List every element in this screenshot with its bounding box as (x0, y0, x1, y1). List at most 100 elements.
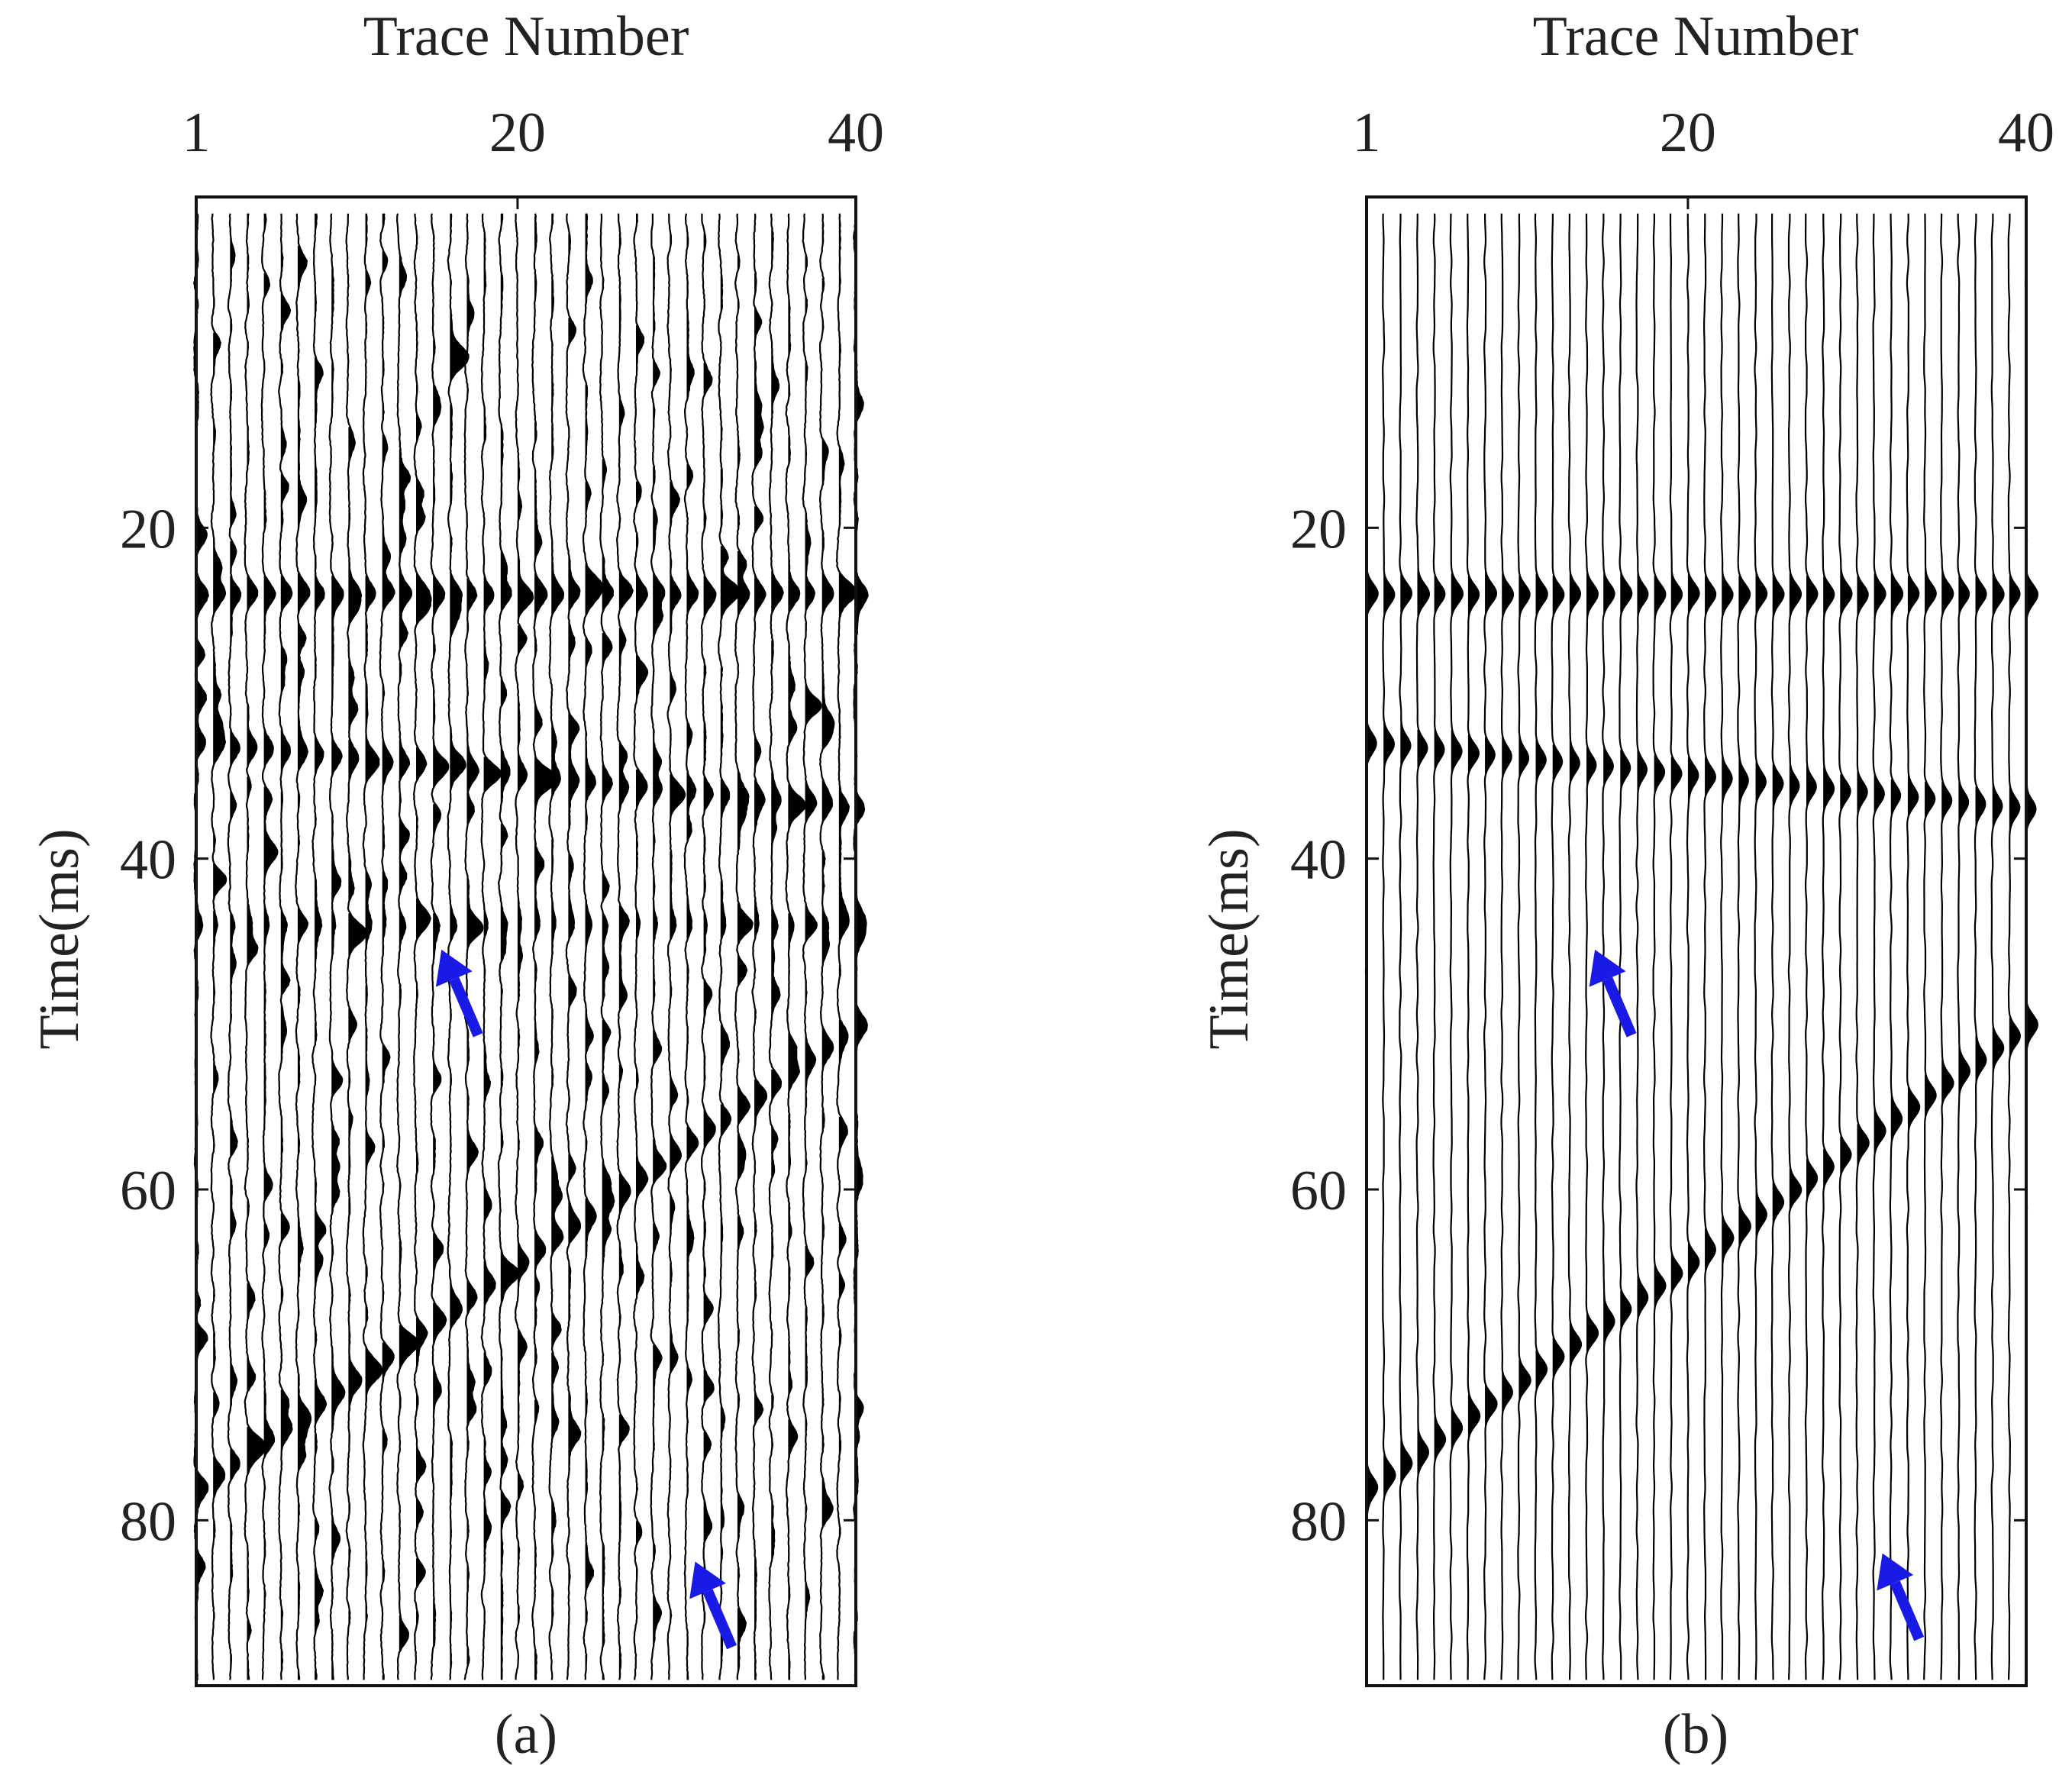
panel-a-trace-fill (416, 235, 431, 1625)
panel-a-trace-fill (280, 223, 292, 1673)
panel-b-trace-fill (1603, 573, 1615, 1347)
panel-b-trace-fill (1586, 364, 1598, 1641)
panel-b-trace-fill (1434, 576, 1446, 1462)
panel-b-trace (1619, 213, 1633, 1680)
panel-b-xlabel: Trace Number (1533, 5, 1859, 68)
panel-a-trace-fill (805, 255, 821, 1619)
panel-b-trace (1382, 213, 1396, 1680)
panel-b-trace-fill (1975, 576, 1986, 1085)
panel-a-trace-fill (856, 364, 868, 1623)
panel-a-trace (227, 213, 242, 1680)
panel-b-trace-fill (1755, 215, 1767, 1425)
panel-b-trace (1974, 213, 1987, 1680)
panel-b-trace (2007, 213, 2021, 1680)
panel-b-trace (1703, 213, 1717, 1680)
panel-a-xtick-labels: 1 20 40 (182, 102, 884, 209)
panel-b-trace (1720, 213, 1735, 1680)
panel-b-trace-fill (1485, 300, 1497, 1512)
panel-b-trace (1415, 213, 1431, 1680)
panel-a-xtick-label: 40 (828, 102, 884, 164)
panel-a-trace-fill (433, 235, 449, 1648)
panel-a-trace (345, 213, 368, 1680)
arrow-marker (1589, 949, 1637, 1038)
panel-a-trace (785, 213, 806, 1680)
panel-b-trace-fill (1840, 568, 1852, 1576)
panel-a-trace (379, 213, 395, 1680)
panel-a-trace-fill (653, 255, 666, 1648)
panel-b-trace (1669, 213, 1683, 1680)
panel-a-trace-fill (788, 300, 805, 1680)
panel-b-xtick-label: 1 (1353, 102, 1381, 164)
panel-a-trace (650, 213, 667, 1680)
panel-b-trace-fill (1637, 573, 1648, 1680)
panel-b-trace-fill (1670, 570, 1683, 1489)
panel-b-trace (1872, 213, 1886, 1680)
arrow-marker (1877, 1553, 1925, 1641)
panel-a-xtick-label: 1 (182, 102, 211, 164)
panel-b-trace (1855, 213, 1870, 1680)
panel-b-trace-fill (1789, 573, 1802, 1212)
panel-b-trace (1584, 213, 1599, 1680)
panel-b-trace-fill (1925, 568, 1936, 1256)
panel-a-trace (278, 213, 293, 1680)
panel-a-trace-fill (618, 233, 633, 1680)
panel-b-trace-fill (1823, 499, 1835, 1189)
panel-a-trace (497, 213, 521, 1680)
panel-a-trace-fill (399, 255, 419, 1653)
panel-b-trace (1449, 213, 1464, 1680)
panel-a-trace (362, 213, 383, 1680)
panel-a-trace (395, 213, 420, 1680)
panel-b-trace-fill (1467, 576, 1480, 1440)
panel-b-trace-fill (1654, 576, 1666, 1311)
panel-a-trace (616, 213, 634, 1680)
panel-a-trace-fill (517, 384, 534, 1661)
panel-a-ytick-label: 20 (120, 498, 176, 560)
panel-a-trace-fill (754, 215, 767, 1680)
panel-a-frame (195, 195, 857, 1687)
panel-b-trace (1602, 213, 1615, 1680)
panel-a-ytick-labels: 20 40 60 80 (120, 498, 856, 1553)
panel-b-trace (1822, 213, 1835, 1680)
panel-b-trace-fill (1518, 576, 1531, 1427)
panel-b-ylabel: Time(ms) (1198, 828, 1260, 1049)
panel-b-xtick-label: 20 (1660, 102, 1716, 164)
panel-b-trace (1517, 213, 1531, 1680)
panel-b-frame (1365, 195, 2028, 1687)
panel-b-trace (1770, 213, 1785, 1680)
panel-a-label: (a) (495, 1703, 557, 1766)
panel-a-trace-fill (348, 427, 366, 1625)
panel-a-trace-fill (315, 213, 327, 1680)
panel-a-trace-fill (247, 213, 266, 1680)
panel-b-trace (1787, 213, 1803, 1680)
panel-a-trace (210, 213, 228, 1680)
panel-a-trace-fill (331, 268, 345, 1680)
panel-a-trace (463, 213, 484, 1680)
panel-a-trace-fill (466, 233, 483, 1668)
panel-b-trace (1500, 213, 1515, 1680)
panel-a: Trace Number Time(ms) (a) 1 20 40 20 40 60 80 (28, 5, 884, 1766)
panel-b-trace-fill (1941, 570, 1954, 1512)
panel-a-trace (565, 213, 582, 1680)
panel-b-trace-fill (1705, 576, 1716, 1680)
panel-b-trace (1804, 213, 1819, 1680)
panel-b-trace-fill (1620, 573, 1632, 1331)
panel-a-trace-fill (636, 213, 648, 1621)
panel-b-trace (1754, 213, 1768, 1680)
panel-b-arrows (1589, 949, 1925, 1641)
panel-b: Trace Number Time(ms) (b) 1 20 40 20 40 60 80 (1198, 5, 2054, 1766)
panel-b-trace-fill (1417, 563, 1429, 1477)
arrow-marker (435, 949, 483, 1038)
panel-a-trace (768, 213, 784, 1680)
panel-b-trace (1652, 213, 1667, 1680)
panel-a-traces (193, 213, 869, 1680)
panel-b-trace-fill (1535, 573, 1548, 1393)
panel-b-trace (1635, 213, 1649, 1680)
panel-a-trace-fill (568, 233, 581, 1621)
panel-a-xlabel: Trace Number (363, 5, 689, 68)
panel-b-trace-fill (1890, 573, 1903, 1383)
panel-b-trace (1399, 213, 1413, 1680)
panel-b-trace-fill (1874, 573, 1886, 1341)
panel-b-trace (1534, 213, 1548, 1680)
panel-a-trace (700, 213, 717, 1680)
panel-a-trace-fill (450, 213, 469, 1670)
